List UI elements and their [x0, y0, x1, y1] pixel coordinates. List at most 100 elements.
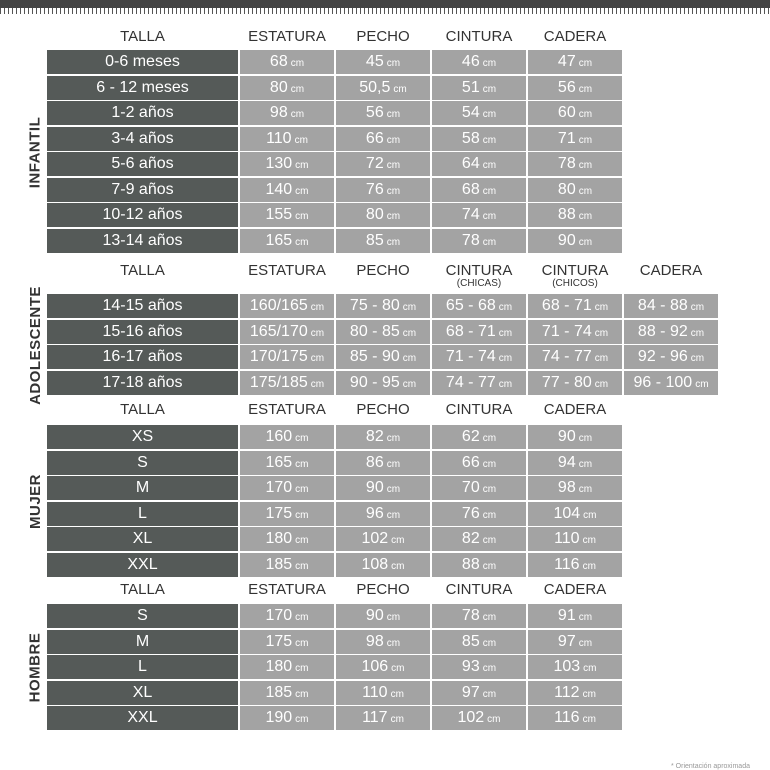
- size-label: 5-6 años: [47, 152, 238, 176]
- header-label: PECHO: [356, 401, 410, 418]
- measurement-cell: 94 cm: [528, 450, 622, 475]
- value: 160/165: [249, 297, 308, 314]
- unit: cm: [295, 236, 309, 248]
- size-label: 15-16 años: [47, 319, 238, 344]
- measurement-cell: 85 cm: [432, 629, 526, 654]
- unit: cm: [578, 637, 593, 649]
- unit: cm: [482, 458, 497, 470]
- size-label: XL: [47, 527, 238, 551]
- measurement-cell: 80 cm: [240, 75, 334, 100]
- measurement-cell: 90 - 95 cm: [336, 370, 430, 395]
- column-header: ESTATURA: [240, 582, 334, 604]
- column-header: CINTURA: [432, 29, 526, 51]
- measurement-cell: 64 cm: [432, 152, 526, 176]
- measurement-cell: 66 cm: [336, 126, 430, 151]
- value: 90 - 95: [349, 373, 400, 391]
- measurement-cell: 98 cm: [336, 629, 430, 654]
- value: 66: [365, 129, 384, 147]
- value: 80: [365, 206, 384, 223]
- unit: cm: [294, 134, 308, 146]
- value: 117: [362, 709, 388, 726]
- unit: cm: [487, 714, 501, 725]
- value: 45: [365, 53, 384, 70]
- measurement-cell: 110 cm: [528, 527, 622, 551]
- unit: cm: [690, 353, 705, 364]
- value: 112: [554, 683, 580, 701]
- measurement-cell: 190 cm: [240, 706, 334, 730]
- unit: cm: [578, 612, 593, 623]
- unit: cm: [578, 109, 593, 120]
- unit: cm: [482, 560, 497, 572]
- unit: cm: [695, 378, 709, 390]
- measurement-cell: 47 cm: [528, 50, 622, 74]
- value: 104: [553, 504, 581, 522]
- value: 66: [461, 453, 480, 471]
- measurement-cell: 74 - 77 cm: [432, 370, 526, 395]
- value: 92 - 96: [637, 348, 688, 365]
- unit: cm: [578, 484, 593, 495]
- value: 140: [265, 180, 293, 198]
- measurement-cell: 77 - 80 cm: [528, 370, 622, 395]
- unit: cm: [295, 211, 309, 222]
- table-row: L 175 cm 96 cm 76 cm 104 cm: [47, 501, 622, 526]
- unit: cm: [295, 160, 309, 171]
- value: 80: [269, 78, 288, 96]
- value: 116: [554, 709, 580, 726]
- measurement-cell: 97 cm: [528, 629, 622, 654]
- header-label: CADERA: [639, 262, 703, 279]
- value: 51: [461, 78, 480, 96]
- value: 86: [365, 453, 384, 471]
- value: 185: [265, 555, 293, 573]
- column-header: PECHO: [336, 402, 430, 424]
- unit: cm: [594, 302, 609, 313]
- column-header: ESTATURA: [240, 263, 334, 285]
- measurement-cell: 108 cm: [336, 552, 430, 577]
- value: 74 - 77: [541, 348, 592, 365]
- value: 74 - 77: [445, 373, 496, 391]
- measurement-cell: 71 - 74 cm: [432, 345, 526, 369]
- measurement-cell: 45 cm: [336, 50, 430, 74]
- unit: cm: [482, 109, 497, 120]
- size-label: L: [47, 501, 238, 526]
- table-row: 13-14 años 165 cm 85 cm 78 cm 90 cm: [47, 228, 622, 253]
- measurement-cell: 56 cm: [336, 101, 430, 125]
- unit: cm: [578, 458, 593, 470]
- value: 165: [265, 231, 293, 249]
- value: 190: [265, 709, 293, 726]
- table-row: M 175 cm 98 cm 85 cm 97 cm: [47, 629, 622, 654]
- value: 180: [265, 530, 293, 547]
- unit: cm: [295, 714, 309, 725]
- unit: cm: [295, 688, 309, 700]
- measurement-cell: 82 cm: [336, 425, 430, 449]
- unit: cm: [578, 433, 593, 444]
- unit: cm: [690, 327, 705, 339]
- unit: cm: [498, 302, 513, 313]
- unit: cm: [386, 509, 401, 521]
- unit: cm: [402, 302, 417, 313]
- measurement-cell: 78 cm: [432, 604, 526, 628]
- measurement-cell: 85 - 90 cm: [336, 345, 430, 369]
- unit: cm: [482, 236, 497, 248]
- measurement-cell: 165/170 cm: [240, 319, 334, 344]
- column-header: ESTATURA: [240, 29, 334, 51]
- unit: cm: [583, 509, 597, 521]
- column-header: CINTURA (CHICAS): [432, 263, 526, 289]
- value: 88: [461, 555, 480, 573]
- measurement-cell: 175 cm: [240, 501, 334, 526]
- measurement-cell: 175 cm: [240, 629, 334, 654]
- measurement-cell: 180 cm: [240, 527, 334, 551]
- measurement-cell: 102 cm: [432, 706, 526, 730]
- column-header: ESTATURA: [240, 402, 334, 424]
- value: 56: [365, 104, 384, 121]
- header-label: CINTURA: [445, 581, 513, 598]
- measurement-cell: 72 cm: [336, 152, 430, 176]
- unit: cm: [386, 185, 401, 197]
- unit: cm: [393, 83, 407, 95]
- header-label: PECHO: [356, 581, 410, 598]
- value: 130: [265, 155, 293, 172]
- measurement-cell: 165 cm: [240, 228, 334, 253]
- unit: cm: [578, 83, 593, 95]
- unit: cm: [295, 185, 309, 197]
- value: 70: [461, 479, 480, 496]
- section-label: HOMBRE: [22, 604, 48, 732]
